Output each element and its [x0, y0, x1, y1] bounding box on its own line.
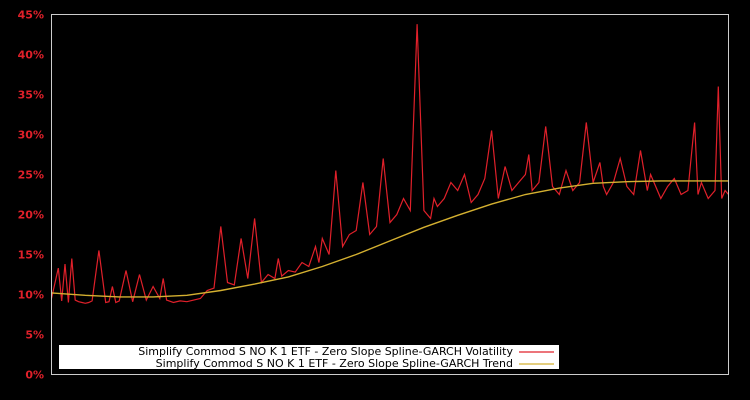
trend-series-line — [51, 180, 729, 298]
y-tick-label: 25% — [18, 169, 44, 182]
y-tick-label: 30% — [18, 129, 44, 142]
plot-area-frame — [51, 14, 729, 375]
legend-label-trend: Simplify Commod S NO K 1 ETF - Zero Slop… — [156, 357, 513, 370]
legend-label-volatility: Simplify Commod S NO K 1 ETF - Zero Slop… — [138, 345, 513, 358]
y-tick-label: 5% — [25, 329, 44, 342]
legend: Simplify Commod S NO K 1 ETF - Zero Slop… — [59, 345, 559, 370]
y-tick-label: 20% — [18, 209, 44, 222]
series-layer — [50, 24, 729, 304]
y-axis-tick-labels: 0% 5% 10% 15% 20% 25% 30% 35% 40% 45% — [18, 9, 44, 382]
y-tick-label: 0% — [25, 369, 44, 382]
legend-box — [59, 345, 559, 369]
volatility-series-line — [50, 24, 729, 304]
y-tick-label: 40% — [18, 49, 44, 62]
y-tick-label: 35% — [18, 89, 44, 102]
y-tick-label: 10% — [18, 289, 44, 302]
y-tick-label: 45% — [18, 9, 44, 22]
y-tick-label: 15% — [18, 249, 44, 262]
